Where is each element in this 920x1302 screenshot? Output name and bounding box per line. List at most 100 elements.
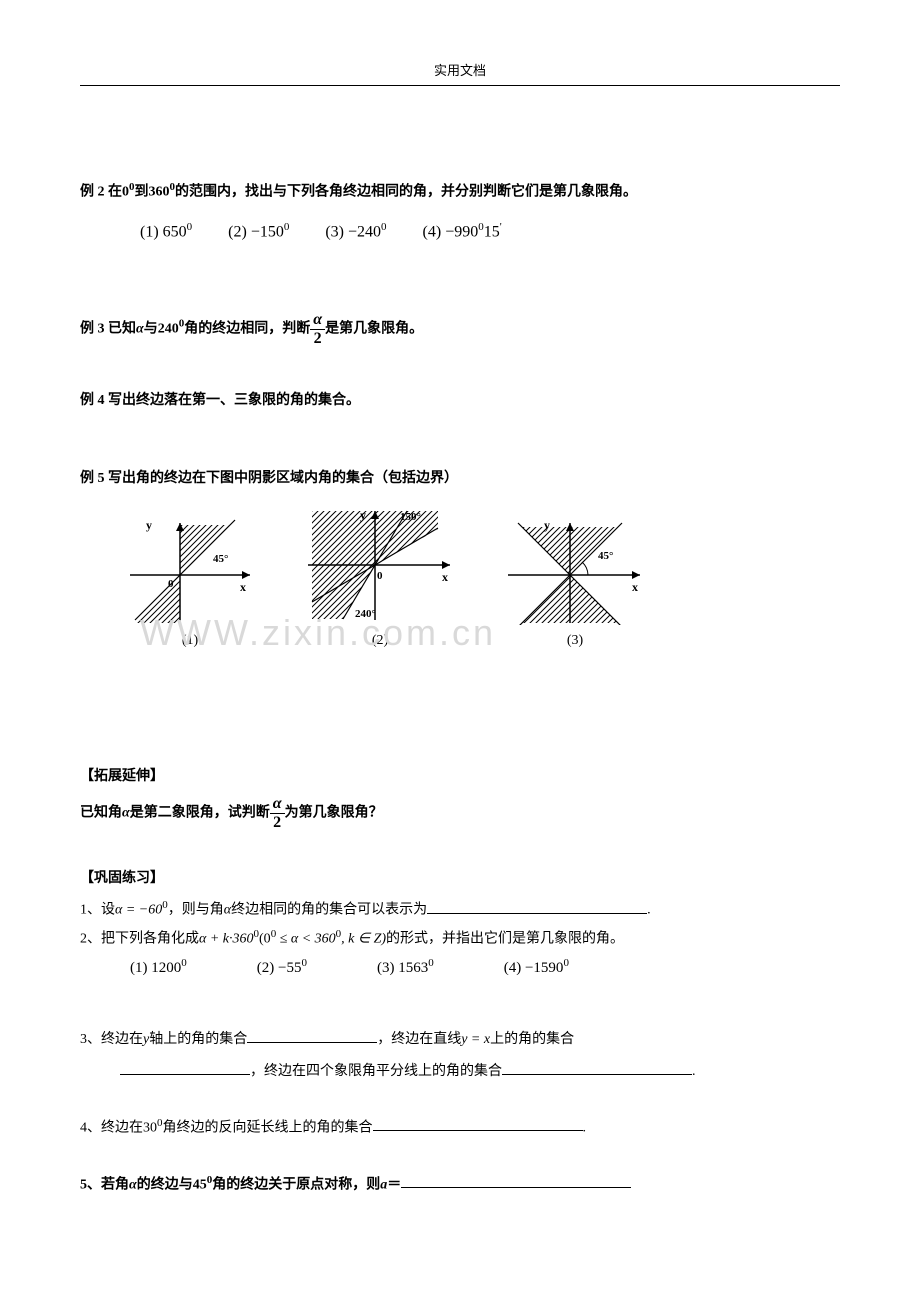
diag-3-label: (3) <box>500 633 650 649</box>
svg-text:y: y <box>544 518 550 532</box>
ext-den: 2 <box>270 814 285 832</box>
diagram-3: 45° y x (3) <box>500 515 650 649</box>
q2-c2: ≤ α < 360 <box>276 932 335 947</box>
q1-mid: ，则与角 <box>168 903 224 918</box>
q2-i1v: 1200 <box>151 960 181 976</box>
svg-text:0: 0 <box>377 570 383 582</box>
ex3-den: 2 <box>310 330 325 348</box>
svg-text:y: y <box>146 518 152 532</box>
svg-text:150°: 150° <box>400 511 421 523</box>
q5-blank <box>401 1174 631 1188</box>
q4-ang: 30 <box>143 1120 157 1135</box>
ex2-i3u: 0 <box>381 221 387 233</box>
example-4: 例 4 写出终边落在第一、三象限的角的集合。 <box>80 387 840 415</box>
q3-blank3 <box>502 1061 692 1075</box>
diag-2-label: (2) <box>300 633 460 649</box>
practice-q3-cont: ，终边在四个象限角平分线上的角的集合. <box>120 1059 840 1084</box>
example-3: 例 3 已知α与2400角的终边相同，判断α2是第几象限角。 <box>80 311 840 347</box>
ex2-i1u: 0 <box>187 221 193 233</box>
q5-ang: 45 <box>193 1177 207 1192</box>
ex2-i1n: (1) <box>140 223 159 240</box>
example-2-items: (1) 6500 (2) −1500 (3) −2400 (4) −990015… <box>140 221 840 241</box>
svg-text:45°: 45° <box>598 550 613 562</box>
svg-text:x: x <box>240 580 246 594</box>
q2-i3n: (3) <box>377 960 395 976</box>
ex3-num: α <box>310 311 325 330</box>
ex3-t2: 角的终边相同，判断 <box>184 321 310 336</box>
q5-pre: 5、若角 <box>80 1177 129 1192</box>
svg-text:0: 0 <box>168 578 174 590</box>
q3-m3: 上的角的集合 <box>490 1032 574 1047</box>
ex2-i2n: (2) <box>228 223 247 240</box>
q2-i3u: 0 <box>428 957 434 969</box>
svg-text:x: x <box>442 570 448 584</box>
extension-body: 已知角α是第二象限角，试判断α2为第几象限角？ <box>80 795 840 831</box>
q4-pre: 4、终边在 <box>80 1120 143 1135</box>
ex3-t1: 与 <box>144 321 158 336</box>
q5-alpha: α <box>129 1177 137 1192</box>
ex3-frac: α2 <box>310 311 325 347</box>
q1-tail: 终边相同的角的集合可以表示为 <box>231 903 427 918</box>
q2-i1u: 0 <box>181 957 187 969</box>
extension-head: 【拓展延伸】 <box>80 765 840 785</box>
q2-i3v: 1563 <box>398 960 428 976</box>
svg-text:45°: 45° <box>213 553 228 565</box>
practice-q4: 4、终边在300角终边的反向延长线上的角的集合. <box>80 1114 840 1141</box>
q1-blank <box>427 900 647 914</box>
q2-c3: , k ∈ Z) <box>341 932 386 947</box>
q3-m2: ，终边在直线 <box>377 1032 461 1047</box>
ex2-i2v: −150 <box>251 223 284 240</box>
q2-i4v: −1590 <box>525 960 563 976</box>
svg-text:x: x <box>632 580 638 594</box>
q4-blank <box>373 1117 583 1131</box>
ex5-text: 例 5 写出角的终边在下图中阴影区域内角的集合（包括边界） <box>80 471 458 486</box>
ext-alpha: α <box>122 805 130 820</box>
ex2-r2: 360 <box>149 185 170 200</box>
practice-q3: 3、终边在y轴上的角的集合，终边在直线y = x上的角的集合 <box>80 1027 840 1052</box>
ex2-i4v: −990 <box>445 223 478 240</box>
q1-alpha: α = −60 <box>115 903 162 918</box>
diagram-2: 150° 240° 0 y x (2) <box>300 505 460 649</box>
q2-pre: 2、把下列各角化成 <box>80 932 199 947</box>
q1-pre: 1、设 <box>80 903 115 918</box>
q3-blank2 <box>120 1061 250 1075</box>
q2-expr: α + k·360 <box>199 932 254 947</box>
svg-text:240°: 240° <box>355 608 376 620</box>
ex3-ang: 240 <box>158 321 179 336</box>
ex2-mid: 到 <box>135 185 149 200</box>
ex2-i2u: 0 <box>284 221 290 233</box>
q3-blank1 <box>247 1029 377 1043</box>
q2-c1: (0 <box>259 932 271 947</box>
ex2-i3v: −240 <box>348 223 381 240</box>
q5-m2: 角的终边关于原点对称，则 <box>212 1177 380 1192</box>
q2-i2n: (2) <box>257 960 275 976</box>
ex3-pre: 例 3 已知 <box>80 321 136 336</box>
svg-text:y: y <box>360 508 366 522</box>
page-header: 实用文档 <box>80 60 840 86</box>
ext-pre: 已知角 <box>80 805 122 820</box>
diagram-1: 45° 0 y x (1) <box>120 515 260 649</box>
ext-t2: 为第几象限角？ <box>285 805 383 820</box>
diag-1-label: (1) <box>120 633 260 649</box>
q2-tail: 的形式，并指出它们是第几象限的角。 <box>386 932 624 947</box>
example-5-diagrams: 45° 0 y x (1) <box>120 505 840 649</box>
ext-t1: 是第二象限角，试判断 <box>130 805 270 820</box>
q2-i4n: (4) <box>504 960 522 976</box>
q3-yx: y = x <box>461 1032 490 1047</box>
ex2-i1v: 650 <box>163 223 187 240</box>
ext-frac: α2 <box>270 795 285 831</box>
practice-q2-items: (1) 12000 (2) −550 (3) 15630 (4) −15900 <box>130 957 840 977</box>
ex4-text: 例 4 写出终边落在第一、三象限的角的集合。 <box>80 393 360 408</box>
q2-i1n: (1) <box>130 960 148 976</box>
ex2-i4e: 15 <box>484 223 500 240</box>
ext-num: α <box>270 795 285 814</box>
q2-i4u: 0 <box>563 957 569 969</box>
ex2-r1: 0 <box>122 185 129 200</box>
header-title: 实用文档 <box>434 63 486 78</box>
q3-tail: ，终边在四个象限角平分线上的角的集合 <box>250 1064 502 1079</box>
q2-i2u: 0 <box>301 957 307 969</box>
ex2-i4eu: ' <box>500 221 502 233</box>
ex2-text: 的范围内，找出与下列各角终边相同的角，并分别判断它们是第几象限角。 <box>175 185 637 200</box>
example-2: 例 2 在00到3600的范围内，找出与下列各角终边相同的角，并分别判断它们是第… <box>80 176 840 207</box>
q3-m1: 轴上的角的集合 <box>149 1032 247 1047</box>
